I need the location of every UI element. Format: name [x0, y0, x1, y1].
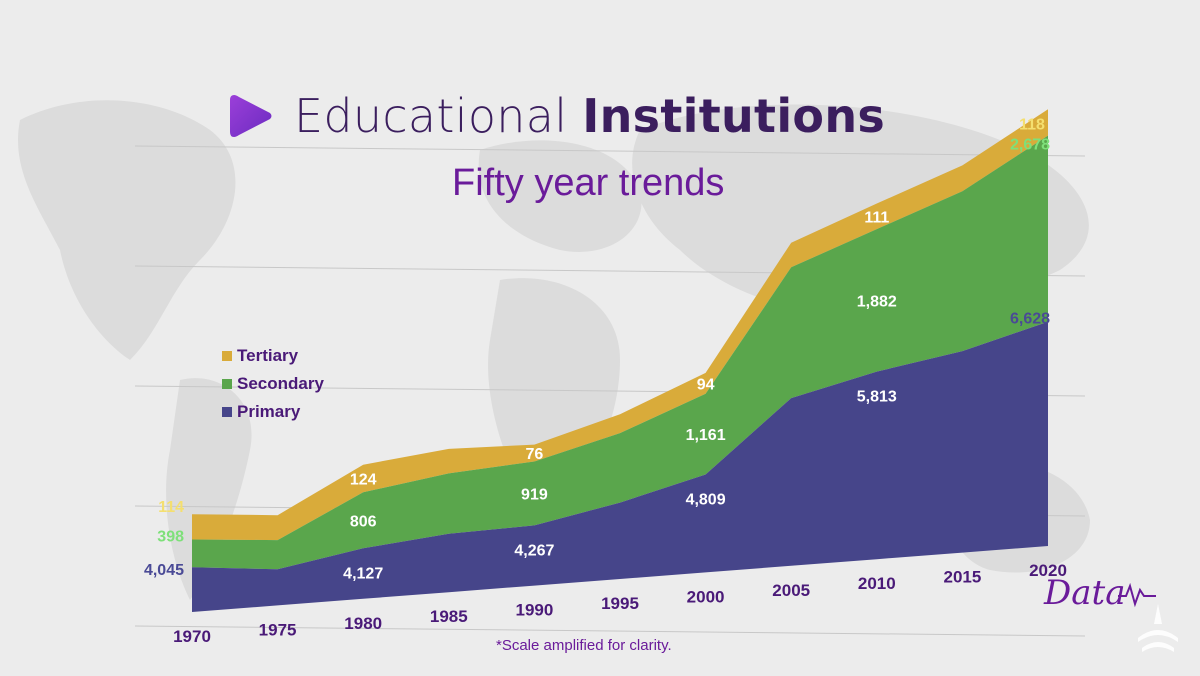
legend-item-secondary: Secondary	[222, 370, 324, 398]
label-primary: 4,809	[686, 491, 726, 508]
title-block: Educational Institutions	[228, 86, 885, 146]
label-tertiary: 114	[158, 499, 184, 516]
footnote: *Scale amplified for clarity.	[496, 637, 672, 654]
legend-label-secondary: Secondary	[237, 374, 324, 393]
gridline	[134, 145, 1086, 157]
church-logo-icon	[1138, 604, 1178, 652]
data-signature-logo: Data	[1043, 573, 1156, 613]
legend-label-tertiary: Tertiary	[237, 346, 299, 365]
play-icon	[230, 95, 272, 137]
x-tick-label: 2005	[772, 581, 810, 600]
label-tertiary: 118	[1019, 116, 1045, 133]
x-tick-label: 2015	[943, 568, 981, 587]
x-tick-label: 1975	[259, 620, 297, 639]
label-primary: 4,045	[144, 562, 184, 579]
title-bold: Institutions	[582, 89, 886, 143]
area-secondary	[192, 135, 1048, 570]
label-secondary: 1,161	[686, 427, 726, 444]
area-series	[192, 109, 1048, 612]
chart-subtitle: Fifty year trends	[452, 162, 725, 204]
label-primary: 5,813	[857, 389, 897, 406]
label-secondary: 2,678	[1010, 137, 1050, 154]
label-secondary: 806	[350, 513, 377, 530]
legend-swatch-secondary	[222, 379, 232, 389]
x-tick-label: 1970	[173, 627, 211, 646]
x-tick-label: 2020	[1029, 561, 1067, 580]
signature-text: Data	[1043, 573, 1125, 613]
label-primary: 4,127	[343, 565, 383, 582]
label-secondary: 1,882	[857, 293, 897, 310]
x-tick-label: 1985	[430, 607, 468, 626]
value-labels: 114 398 4,045 124 806 4,127 76 919 4,267 94 1,161 4…	[144, 116, 1050, 582]
label-secondary: 919	[521, 486, 548, 503]
x-tick-label: 1980	[344, 614, 382, 633]
legend-swatch-tertiary	[222, 351, 232, 361]
chart-legend: Tertiary Secondary Primary	[222, 342, 324, 426]
label-tertiary: 94	[697, 376, 715, 393]
x-axis-labels: 1970 1975 1980 1985 1990 1995 2000 2005 2010 2015…	[173, 561, 1067, 646]
legend-label-primary: Primary	[237, 402, 301, 421]
area-primary	[192, 321, 1048, 612]
x-tick-label: 1995	[601, 594, 639, 613]
label-secondary: 398	[157, 529, 184, 546]
legend-item-tertiary: Tertiary	[222, 342, 324, 370]
title-light: Educational	[294, 89, 568, 143]
x-tick-label: 2010	[858, 574, 896, 593]
page-title: Educational Institutions	[294, 89, 885, 143]
x-tick-label: 1990	[515, 601, 553, 620]
label-tertiary: 124	[350, 471, 377, 488]
label-tertiary: 76	[526, 446, 544, 463]
label-tertiary: 111	[864, 209, 889, 226]
legend-swatch-primary	[222, 407, 232, 417]
label-primary: 6,628	[1010, 311, 1050, 328]
x-tick-label: 2000	[687, 587, 725, 606]
legend-item-primary: Primary	[222, 398, 324, 426]
gridline	[134, 625, 1086, 637]
label-primary: 4,267	[514, 542, 554, 559]
